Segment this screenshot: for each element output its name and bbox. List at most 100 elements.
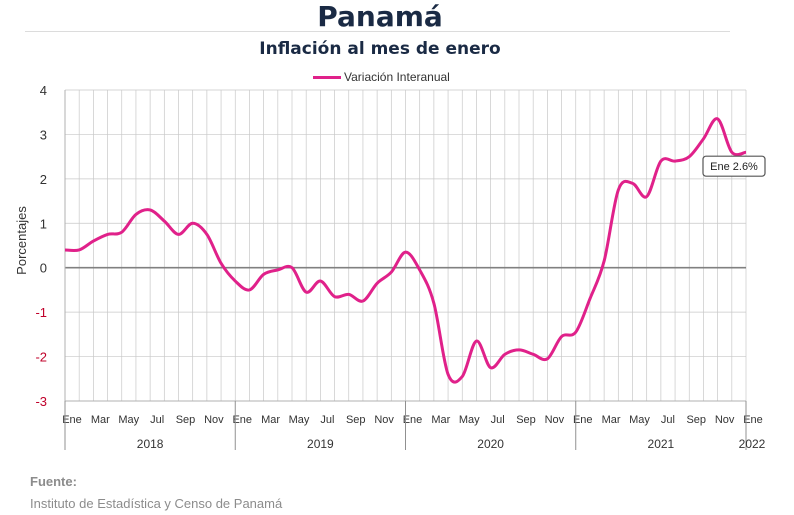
x-tick-label: Sep xyxy=(516,414,536,426)
year-label: 2019 xyxy=(307,437,334,451)
data-point xyxy=(220,262,222,264)
x-tick-label: Mar xyxy=(261,414,280,426)
data-point xyxy=(660,160,662,162)
x-tick-label: Ene xyxy=(232,414,252,426)
x-tick-label: Nov xyxy=(715,414,735,426)
chart-subtitle: Inflación al mes de enero xyxy=(259,39,501,59)
annotation-label: Ene 2.6% xyxy=(710,161,758,173)
x-tick-label: Mar xyxy=(602,414,621,426)
data-point xyxy=(603,260,605,262)
y-axis-title: Porcentajes xyxy=(14,206,29,275)
source-label: Fuente: xyxy=(30,474,77,489)
x-tick-label: Ene xyxy=(573,414,593,426)
data-point xyxy=(390,271,392,273)
data-point xyxy=(319,280,321,282)
data-point xyxy=(632,182,634,184)
data-point xyxy=(405,251,407,253)
data-point xyxy=(561,336,563,338)
data-point xyxy=(617,189,619,191)
x-tick-label: Mar xyxy=(91,414,110,426)
year-label: 2020 xyxy=(477,437,504,451)
x-tick-label: May xyxy=(118,414,139,426)
data-point xyxy=(64,249,66,251)
data-point xyxy=(178,233,180,235)
data-point xyxy=(149,209,151,211)
year-label: 2018 xyxy=(137,437,164,451)
data-point xyxy=(121,231,123,233)
data-point xyxy=(206,233,208,235)
data-point xyxy=(461,376,463,378)
line-chart: 4 3 2 1 0 -1 -2 -3 Porcentajes Ene Mar May Jul Sep Nov… xyxy=(14,83,766,451)
data-point xyxy=(234,280,236,282)
chart-legend: Variación Interanual xyxy=(313,70,450,84)
data-point xyxy=(433,302,435,304)
data-point xyxy=(263,273,265,275)
data-point xyxy=(348,293,350,295)
data-point xyxy=(575,331,577,333)
data-point xyxy=(745,151,747,153)
data-point xyxy=(518,349,520,351)
x-tick-label: Ene xyxy=(743,414,763,426)
x-tick-label: Jul xyxy=(661,414,675,426)
x-tick-label: Sep xyxy=(176,414,196,426)
data-point xyxy=(475,340,477,342)
data-point xyxy=(107,233,109,235)
x-tick-label: Jul xyxy=(320,414,334,426)
y-tick-label: -1 xyxy=(35,305,47,320)
x-tick-label: Jul xyxy=(491,414,505,426)
x-tick-label: Jul xyxy=(150,414,164,426)
x-tick-label: Mar xyxy=(431,414,450,426)
x-tick-label: Nov xyxy=(545,414,565,426)
source-text: Instituto de Estadística y Censo de Pana… xyxy=(30,496,283,511)
x-tick-label: May xyxy=(289,414,310,426)
x-tick-label: Sep xyxy=(346,414,366,426)
data-point xyxy=(78,249,80,251)
x-tick-label: Ene xyxy=(62,414,82,426)
x-tick-label: May xyxy=(629,414,650,426)
data-point xyxy=(688,156,690,158)
data-point xyxy=(490,367,492,369)
data-point xyxy=(504,353,506,355)
x-tick-label: Nov xyxy=(204,414,224,426)
data-point xyxy=(334,296,336,298)
x-tick-label: Ene xyxy=(403,414,423,426)
data-point xyxy=(646,196,648,198)
data-point xyxy=(717,118,719,120)
data-point xyxy=(192,222,194,224)
y-tick-label: 4 xyxy=(40,83,47,98)
y-tick-label: 2 xyxy=(40,172,47,187)
data-point xyxy=(546,358,548,360)
legend-label: Variación Interanual xyxy=(344,70,450,84)
data-point xyxy=(532,353,534,355)
data-point xyxy=(135,213,137,215)
data-point xyxy=(248,289,250,291)
page-title: Panamá xyxy=(317,0,443,33)
y-tick-label: -2 xyxy=(35,350,47,365)
data-point xyxy=(163,220,165,222)
data-point xyxy=(92,240,94,242)
y-tick-label: -3 xyxy=(35,394,47,409)
data-point xyxy=(447,373,449,375)
data-point xyxy=(376,282,378,284)
data-point xyxy=(305,291,307,293)
x-tick-label: Sep xyxy=(686,414,706,426)
data-point xyxy=(362,300,364,302)
data-point xyxy=(731,151,733,153)
y-tick-label: 3 xyxy=(40,127,47,142)
data-point xyxy=(702,138,704,140)
data-point xyxy=(277,269,279,271)
series-line xyxy=(64,117,747,384)
y-tick-label: 1 xyxy=(40,216,47,231)
data-point xyxy=(291,267,293,269)
x-tick-label: Nov xyxy=(374,414,394,426)
data-point xyxy=(674,160,676,162)
title-divider xyxy=(25,31,730,32)
y-tick-label: 0 xyxy=(40,261,47,276)
data-point xyxy=(419,269,421,271)
legend-swatch xyxy=(313,75,341,79)
x-tick-label: May xyxy=(459,414,480,426)
year-label: 2022 xyxy=(739,437,766,451)
year-label: 2021 xyxy=(648,437,675,451)
annotation-box xyxy=(702,155,766,177)
data-point xyxy=(589,298,591,300)
